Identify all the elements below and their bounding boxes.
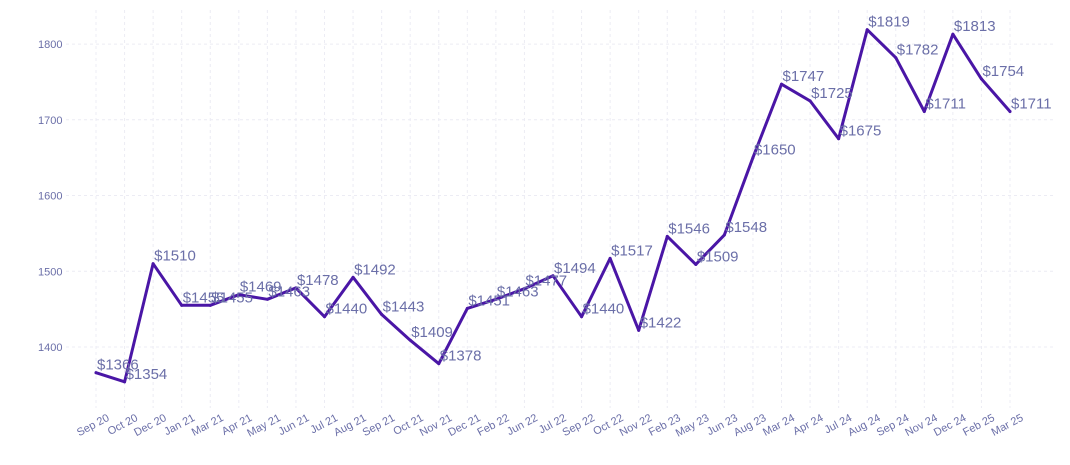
x-tick-label: Apr 24 (791, 412, 825, 438)
data-point (922, 109, 926, 113)
data-point (665, 234, 669, 238)
x-tick-label: Aug 23 (732, 412, 768, 439)
x-tick-label: Mar 24 (761, 412, 797, 439)
series (94, 28, 1012, 384)
data-labels: $1366$1354$1510$1455$1455$1469$1463$1478… (97, 14, 1052, 383)
data-label: $1517 (611, 242, 653, 259)
data-point (551, 274, 555, 278)
y-axis: 1400 1500 1600 1700 1800 (38, 39, 62, 354)
data-point (94, 371, 98, 375)
data-point (208, 303, 212, 307)
data-point (837, 137, 841, 141)
grid (66, 10, 1056, 408)
data-label: $1819 (868, 14, 910, 31)
data-point (494, 297, 498, 301)
data-point (722, 233, 726, 237)
data-point (894, 56, 898, 60)
data-label: $1492 (354, 261, 396, 278)
x-tick-label: Jun 22 (505, 412, 540, 438)
data-label: $1548 (725, 219, 767, 236)
x-tick-label: Jun 21 (277, 412, 312, 438)
data-point (408, 338, 412, 342)
data-label: $1455 (211, 289, 253, 306)
data-label: $1463 (497, 283, 539, 300)
y-tick-label: 1400 (38, 342, 62, 354)
x-tick-label: May 21 (245, 412, 282, 440)
data-point (865, 28, 869, 32)
data-label: $1754 (982, 63, 1024, 80)
x-tick-label: Nov 22 (618, 412, 654, 439)
data-label: $1455 (183, 289, 225, 306)
data-point (351, 275, 355, 279)
data-label: $1509 (697, 248, 739, 265)
data-label: $1422 (640, 314, 682, 331)
data-point (265, 297, 269, 301)
data-label: $1711 (1011, 95, 1052, 112)
data-label: $1725 (811, 85, 853, 102)
y-tick-label: 1800 (38, 39, 62, 51)
x-tick-label: Mar 25 (990, 412, 1026, 439)
data-point (951, 32, 955, 36)
data-label: $1675 (840, 123, 882, 140)
data-label: $1409 (411, 324, 453, 341)
data-label: $1354 (126, 366, 168, 383)
data-point (694, 262, 698, 266)
data-label: $1546 (668, 220, 710, 237)
y-tick-label: 1500 (38, 266, 62, 278)
data-label: $1494 (554, 260, 596, 277)
data-label: $1463 (268, 283, 310, 300)
data-point (151, 262, 155, 266)
data-label: $1378 (440, 348, 482, 365)
x-tick-label: Feb 22 (475, 412, 511, 439)
data-label: $1366 (97, 357, 139, 374)
data-point (294, 286, 298, 290)
x-tick-label: Mar 21 (190, 412, 226, 439)
x-tick-label: Sep 21 (361, 412, 397, 439)
x-tick-label: Dec 20 (132, 412, 168, 439)
data-label: $1510 (154, 248, 196, 265)
data-label: $1451 (468, 292, 510, 309)
data-label: $1782 (897, 42, 939, 59)
data-point (437, 362, 441, 366)
data-point (637, 328, 641, 332)
data-point (580, 315, 584, 319)
data-point (808, 99, 812, 103)
data-point (465, 306, 469, 310)
data-label: $1477 (525, 273, 567, 290)
x-tick-label: Sep 22 (561, 412, 597, 439)
data-point (237, 293, 241, 297)
x-tick-label: Dec 24 (932, 412, 968, 439)
x-tick-label: Feb 25 (961, 412, 997, 439)
x-tick-label: Dec 21 (446, 412, 482, 439)
x-tick-label: May 23 (674, 412, 711, 440)
data-label: $1440 (326, 301, 368, 318)
data-point (180, 303, 184, 307)
data-label: $1440 (583, 301, 625, 318)
data-label: $1469 (240, 279, 282, 296)
data-point (1008, 109, 1012, 113)
data-point (323, 315, 326, 319)
data-point (979, 77, 983, 81)
data-point (780, 82, 783, 86)
x-tick-label: Jan 21 (162, 412, 197, 438)
y-tick-label: 1700 (38, 115, 62, 127)
data-label: $1478 (297, 272, 339, 289)
data-point (522, 287, 526, 291)
x-tick-label: Sep 20 (75, 412, 111, 439)
y-tick-label: 1600 (38, 191, 62, 203)
data-label: $1443 (383, 298, 425, 315)
data-label: $1813 (954, 18, 996, 35)
data-point (608, 256, 612, 260)
data-point (751, 156, 755, 160)
data-label: $1747 (783, 68, 825, 85)
data-point (380, 312, 384, 316)
data-label: $1650 (754, 142, 796, 159)
data-point (123, 380, 127, 384)
data-label: $1711 (925, 95, 966, 112)
